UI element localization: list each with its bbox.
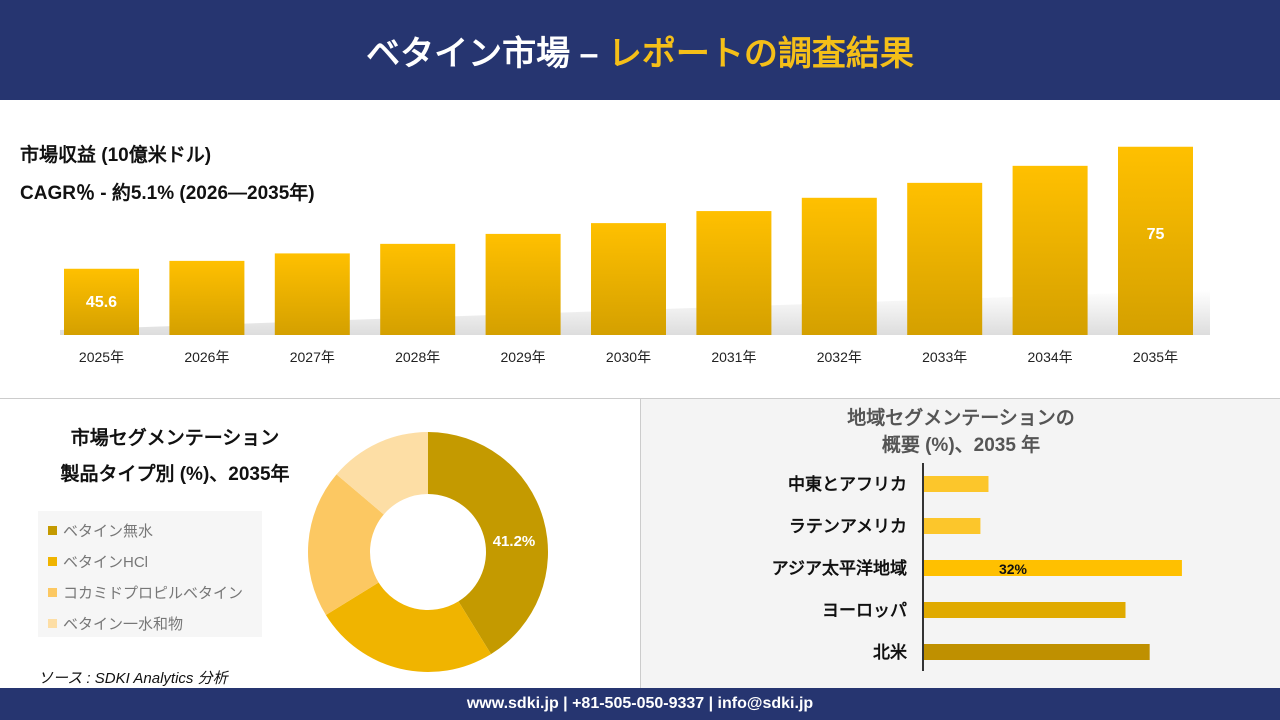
region-segment-panel: 地域セグメンテーションの 概要 (%)、2035 年 中東とアフリカ ラテンアメリカ… (640, 398, 1280, 688)
legend-swatch (48, 526, 57, 535)
title-accent: レポートの調査結果 (607, 34, 914, 73)
title-main: ベタイン市場 – (366, 34, 599, 73)
region-data-label: 32% (999, 561, 1028, 577)
bar (1012, 165, 1088, 335)
x-tick-label: 2025年 (79, 349, 124, 365)
data-label: 75 (1147, 226, 1165, 243)
bar (274, 253, 350, 335)
legend-label: ベタインHCl (63, 554, 148, 571)
cagr-subtitle: CAGR％ - 約5.1% (2026—2035年) (20, 183, 315, 204)
bar (1118, 146, 1193, 335)
donut-subtitle: 製品タイプ別 (%)、2035年 (60, 464, 290, 485)
bar (907, 182, 983, 335)
donut-chart: 41.2% (308, 432, 548, 672)
legend-item: コカミドプロピルベタイン (48, 577, 252, 608)
donut-slice (308, 474, 384, 616)
region-bar (924, 560, 1182, 576)
region-label: ヨーロッパ (822, 601, 907, 620)
x-tick-label: 2027年 (290, 349, 335, 365)
bar (64, 268, 139, 335)
x-tick-label: 2033年 (922, 349, 967, 365)
legend-label: ベタイン無水 (63, 523, 154, 540)
region-bar (924, 602, 1126, 618)
bar (380, 243, 456, 335)
bar (169, 260, 245, 335)
region-title-line2: 概要 (%)、2035 年 (881, 435, 1041, 456)
revenue-bar-chart: 2025年 45.6 2026年 2027年 2028年 2029年 2030年 2031年 2… (60, 146, 1210, 365)
donut-slice (336, 432, 428, 515)
legend-swatch (48, 619, 57, 628)
legend-item: ベタインHCl (48, 546, 252, 577)
region-bar (924, 518, 981, 534)
donut-title: 市場セグメンテーション (70, 428, 280, 449)
legend-item: ベタイン無水 (48, 515, 252, 546)
region-label: 中東とアフリカ (788, 474, 907, 494)
region-chart-title: 地域セグメンテーションの 概要 (%)、2035 年 (641, 405, 1280, 459)
bar (696, 211, 772, 335)
bar (801, 197, 877, 335)
x-tick-label: 2035年 (1133, 349, 1178, 365)
legend-item: ベタイン一水和物 (48, 608, 252, 639)
x-tick-label: 2030年 (606, 349, 651, 365)
legend-swatch (48, 588, 57, 597)
data-label: 45.6 (86, 294, 117, 311)
source-note: ソース : SDKI Analytics 分析 (38, 670, 228, 687)
x-tick-label: 2028年 (395, 349, 440, 365)
bar (591, 223, 666, 335)
donut-legend: ベタイン無水 ベタインHCl コカミドプロピルベタイン ベタイン一水和物 (38, 511, 262, 637)
footer-contact: www.sdki.jp | +81-505-050-9337 | info@sd… (0, 688, 1280, 720)
donut-slice (325, 582, 492, 672)
region-bar (924, 476, 989, 492)
legend-swatch (48, 557, 57, 566)
legend-label: コカミドプロピルベタイン (63, 585, 244, 602)
region-label: 北米 (873, 642, 908, 662)
x-tick-label: 2032年 (817, 349, 862, 365)
header-banner: ベタイン市場 – レポートの調査結果 (0, 0, 1280, 100)
region-title-line1: 地域セグメンテーションの (847, 408, 1075, 429)
region-bar (924, 644, 1150, 660)
donut-slice (428, 432, 548, 655)
region-label: ラテンアメリカ (789, 517, 907, 536)
legend-label: ベタイン一水和物 (63, 616, 184, 633)
x-tick-label: 2029年 (501, 349, 546, 365)
product-segment-panel: 市場セグメンテーション 製品タイプ別 (%)、2035年 ベタイン無水 ベタイン… (0, 398, 640, 688)
x-tick-label: 2034年 (1028, 349, 1073, 365)
bar (485, 233, 561, 335)
donut-data-label: 41.2% (493, 533, 536, 550)
x-tick-label: 2031年 (711, 349, 756, 365)
x-tick-label: 2026年 (184, 349, 229, 365)
revenue-chart-title: 市場収益 (10億米ドル) (20, 145, 212, 166)
region-label: アジア太平洋地域 (772, 558, 907, 578)
